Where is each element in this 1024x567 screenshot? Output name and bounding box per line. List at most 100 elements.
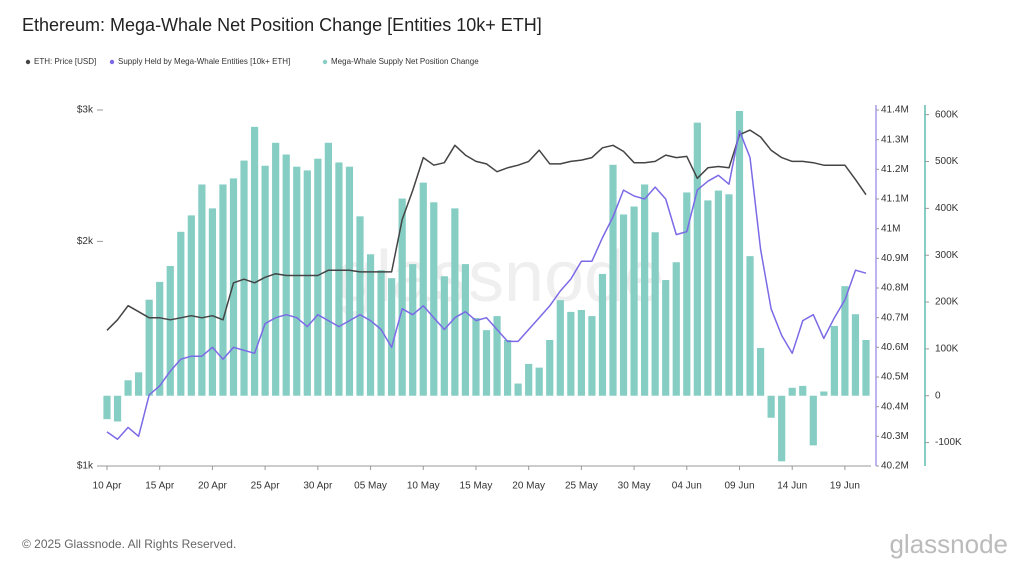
bar: [345, 166, 354, 396]
bar: [830, 325, 838, 396]
bar: [451, 208, 459, 396]
legend-marker: [322, 59, 328, 65]
bar: [409, 264, 417, 396]
x-tick-label: 10 May: [407, 481, 440, 492]
bar: [609, 164, 617, 396]
x-tick-label: 14 Jun: [777, 481, 807, 492]
bar: [103, 395, 111, 420]
y2-tick-label: 40.5M: [881, 372, 909, 383]
y3-tick-label: 600K: [935, 109, 959, 120]
bar: [735, 110, 744, 396]
bar: [514, 383, 522, 396]
x-tick-label: 25 Apr: [251, 481, 281, 492]
bar: [651, 232, 659, 396]
bar: [366, 254, 375, 396]
x-tick-label: 30 May: [618, 481, 651, 492]
bar: [672, 262, 680, 396]
legend-marker: [109, 59, 115, 65]
x-tick-label: 04 Jun: [672, 481, 702, 492]
bar: [746, 256, 754, 396]
bar: [314, 158, 322, 396]
bar: [482, 330, 491, 396]
bar: [725, 194, 733, 396]
bar: [261, 165, 269, 396]
bar: [556, 300, 564, 396]
bar: [693, 122, 701, 396]
bar: [820, 391, 828, 396]
bar: [219, 184, 227, 396]
x-tick-label: 15 May: [460, 481, 493, 492]
bar: [662, 280, 670, 396]
legend-label: ETH: Price [USD]: [34, 57, 96, 66]
bar: [619, 214, 628, 396]
bar: [567, 311, 575, 396]
y2-tick-label: 40.2M: [881, 461, 909, 472]
bar: [229, 178, 238, 396]
bar: [303, 170, 311, 396]
bar: [809, 395, 817, 446]
bar: [788, 387, 796, 396]
bar: [704, 200, 712, 396]
bar: [124, 380, 132, 396]
bar: [430, 202, 438, 396]
y3-tick-label: 200K: [935, 297, 959, 308]
x-tick-label: 20 May: [512, 481, 545, 492]
bar: [335, 162, 343, 396]
x-tick-label: 09 Jun: [724, 481, 754, 492]
bar: [187, 215, 195, 396]
bar: [683, 192, 691, 396]
y3-tick-label: 400K: [935, 203, 959, 214]
bar: [756, 347, 765, 396]
x-tick-label: 19 Jun: [830, 481, 860, 492]
bar: [293, 166, 301, 396]
bar: [714, 190, 723, 396]
y2-tick-label: 40.4M: [881, 401, 909, 412]
bar: [135, 372, 143, 396]
bar: [166, 265, 174, 396]
x-tick-label: 10 Apr: [93, 481, 123, 492]
bar: [851, 314, 860, 396]
bar: [577, 310, 585, 396]
bar: [113, 395, 122, 422]
y-tick-label: $2k: [77, 236, 94, 247]
bar: [377, 270, 385, 396]
bar: [525, 363, 533, 396]
y2-tick-label: 40.7M: [881, 312, 909, 323]
chart-title: Ethereum: Mega-Whale Net Position Change…: [22, 15, 542, 35]
bar: [641, 184, 649, 396]
legend-label: Mega-Whale Supply Net Position Change: [331, 57, 479, 66]
bar: [156, 281, 164, 396]
y2-tick-label: 41M: [881, 223, 900, 234]
y2-tick-label: 41.2M: [881, 164, 909, 175]
y2-tick-label: 41.3M: [881, 134, 909, 145]
bar: [145, 299, 153, 396]
x-tick-label: 15 Apr: [145, 481, 175, 492]
bar: [778, 395, 786, 462]
bar: [598, 273, 607, 396]
legend-marker: [25, 59, 31, 65]
bar: [398, 198, 406, 396]
line: [106, 130, 867, 441]
y3-tick-label: 500K: [935, 156, 959, 167]
bar: [324, 142, 332, 396]
y-tick-label: $3k: [77, 105, 94, 116]
bar: [799, 385, 807, 396]
x-tick-label: 20 Apr: [198, 481, 228, 492]
bar: [535, 367, 543, 396]
bar: [461, 264, 470, 396]
y2-tick-label: 40.6M: [881, 342, 909, 353]
x-tick-label: 25 May: [565, 481, 598, 492]
x-tick-label: 05 May: [354, 481, 387, 492]
x-tick-label: 30 Apr: [303, 481, 333, 492]
bar: [767, 395, 775, 418]
bar: [588, 316, 596, 396]
bar: [841, 286, 849, 396]
y2-tick-label: 41.1M: [881, 194, 909, 205]
bar: [198, 184, 206, 396]
logo: glassnode: [889, 529, 1008, 559]
bar: [356, 216, 364, 396]
y3-tick-label: 0: [935, 390, 941, 401]
bar: [546, 339, 554, 396]
bar: [208, 208, 217, 396]
bar: [419, 182, 427, 396]
